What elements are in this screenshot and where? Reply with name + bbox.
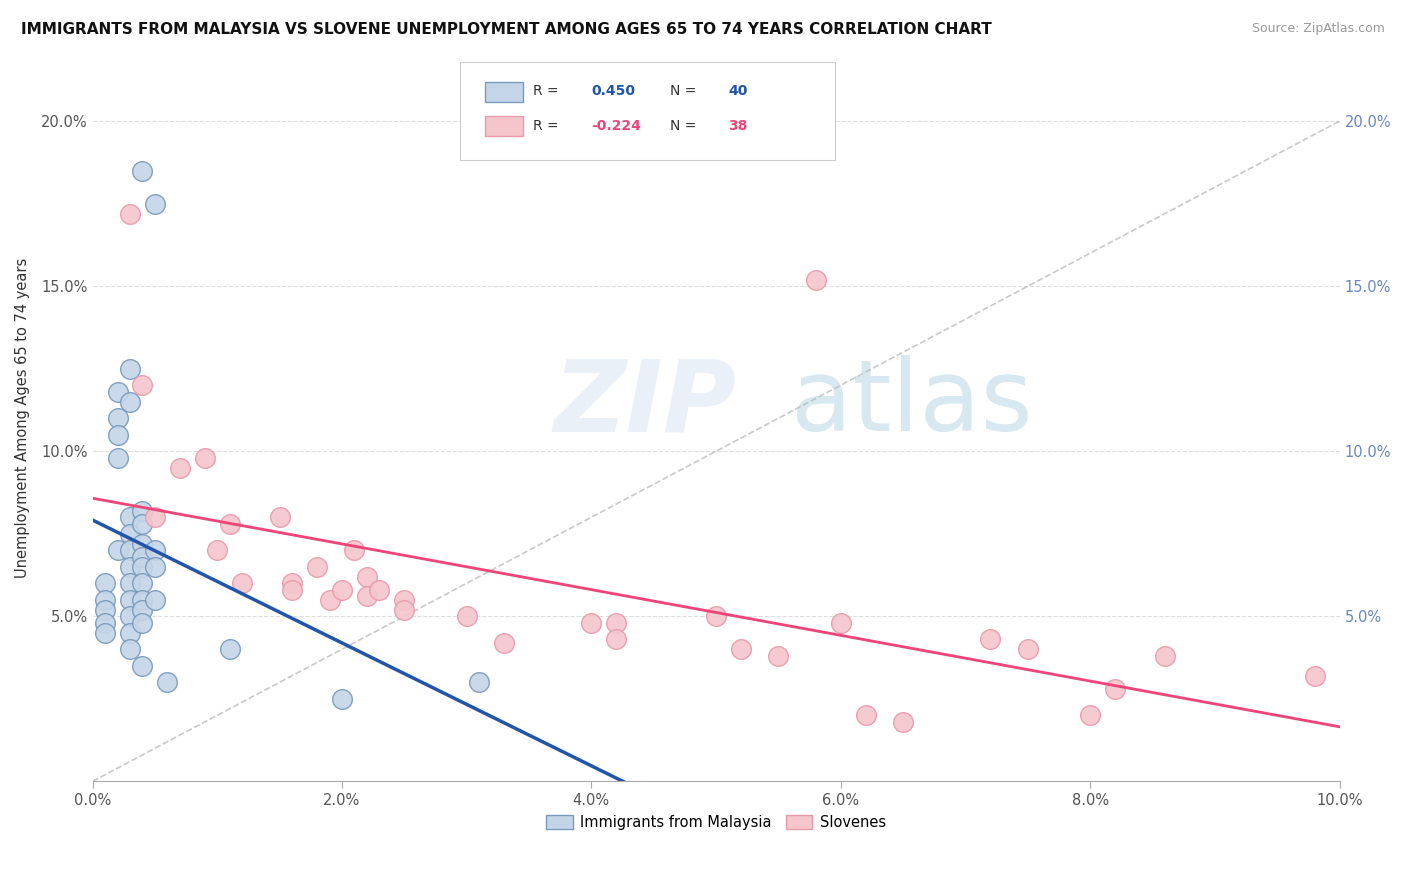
Point — [979, 632, 1001, 647]
Point — [456, 609, 478, 624]
Point — [368, 582, 391, 597]
Point — [1078, 708, 1101, 723]
Point — [169, 460, 191, 475]
Point — [143, 559, 166, 574]
Point — [218, 516, 240, 531]
Text: atlas: atlas — [790, 355, 1032, 452]
Point — [131, 536, 153, 550]
Bar — [485, 82, 523, 103]
Point — [581, 615, 603, 630]
Point — [131, 615, 153, 630]
Point — [143, 543, 166, 558]
Point — [804, 272, 827, 286]
Point — [143, 510, 166, 524]
Point — [394, 592, 416, 607]
Point — [143, 592, 166, 607]
Point — [207, 543, 229, 558]
Point — [107, 411, 129, 425]
Point — [107, 543, 129, 558]
Point — [281, 576, 304, 591]
Text: R =: R = — [533, 85, 562, 98]
Point — [143, 196, 166, 211]
Text: 40: 40 — [728, 85, 748, 98]
Point — [605, 632, 627, 647]
Point — [118, 609, 141, 624]
Point — [1104, 681, 1126, 696]
Point — [605, 615, 627, 630]
Point — [107, 384, 129, 399]
Text: N =: N = — [669, 119, 700, 133]
Text: Source: ZipAtlas.com: Source: ZipAtlas.com — [1251, 22, 1385, 36]
Point — [131, 378, 153, 392]
Point — [305, 559, 328, 574]
Point — [281, 582, 304, 597]
Point — [494, 635, 516, 649]
Point — [118, 592, 141, 607]
Y-axis label: Unemployment Among Ages 65 to 74 years: Unemployment Among Ages 65 to 74 years — [15, 258, 30, 578]
Point — [394, 602, 416, 616]
Point — [231, 576, 253, 591]
Point — [131, 549, 153, 564]
Text: R =: R = — [533, 119, 562, 133]
Point — [131, 576, 153, 591]
Point — [343, 543, 366, 558]
Point — [131, 163, 153, 178]
Text: N =: N = — [669, 85, 700, 98]
Point — [318, 592, 340, 607]
Point — [94, 615, 117, 630]
Point — [107, 427, 129, 442]
Point — [118, 206, 141, 220]
Legend: Immigrants from Malaysia, Slovenes: Immigrants from Malaysia, Slovenes — [540, 809, 891, 836]
Point — [468, 675, 491, 690]
Point — [1017, 642, 1039, 657]
Point — [768, 648, 790, 663]
Point — [730, 642, 752, 657]
Point — [194, 450, 217, 465]
Point — [830, 615, 852, 630]
Point — [330, 582, 353, 597]
Point — [131, 559, 153, 574]
Point — [131, 602, 153, 616]
Point — [891, 714, 914, 729]
Text: ZIP: ZIP — [554, 355, 737, 452]
Point — [218, 642, 240, 657]
Point — [118, 510, 141, 524]
Point — [118, 361, 141, 376]
Point — [94, 602, 117, 616]
Point — [131, 592, 153, 607]
Point — [94, 576, 117, 591]
Point — [118, 394, 141, 409]
FancyBboxPatch shape — [460, 62, 835, 161]
Point — [330, 691, 353, 706]
Point — [704, 609, 727, 624]
Point — [356, 590, 378, 604]
Point — [156, 675, 179, 690]
Text: 38: 38 — [728, 119, 748, 133]
Point — [1303, 668, 1326, 682]
Point — [269, 510, 291, 524]
Point — [118, 642, 141, 657]
Point — [107, 450, 129, 465]
Point — [131, 516, 153, 531]
Point — [94, 625, 117, 640]
Point — [94, 592, 117, 607]
Point — [118, 543, 141, 558]
Point — [131, 658, 153, 673]
Point — [855, 708, 877, 723]
Text: 0.450: 0.450 — [592, 85, 636, 98]
Point — [118, 576, 141, 591]
Bar — [485, 116, 523, 136]
Point — [1154, 648, 1177, 663]
Point — [118, 526, 141, 541]
Point — [131, 503, 153, 517]
Text: -0.224: -0.224 — [592, 119, 641, 133]
Point — [118, 559, 141, 574]
Point — [356, 569, 378, 583]
Point — [118, 625, 141, 640]
Text: IMMIGRANTS FROM MALAYSIA VS SLOVENE UNEMPLOYMENT AMONG AGES 65 TO 74 YEARS CORRE: IMMIGRANTS FROM MALAYSIA VS SLOVENE UNEM… — [21, 22, 991, 37]
